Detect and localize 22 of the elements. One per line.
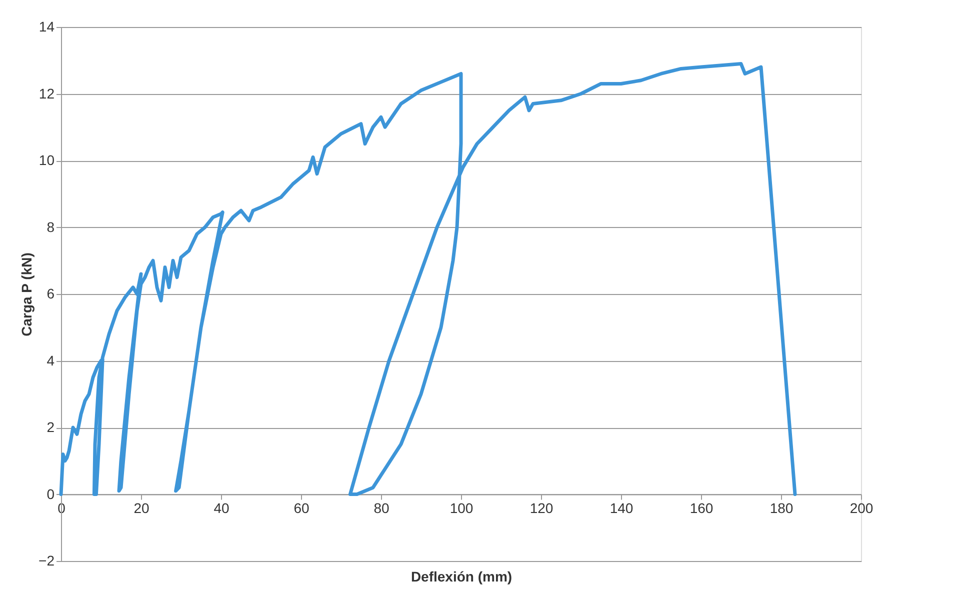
x-tick-label: 160: [690, 500, 714, 516]
x-tick-label: 60: [294, 500, 310, 516]
y-tick-label: 4: [46, 352, 55, 368]
y-tick-label: 14: [38, 18, 55, 34]
y-tick-label: 0: [46, 486, 55, 502]
y-tick-label: 10: [38, 152, 55, 168]
line-series: [59, 62, 797, 496]
y-axis-title: Carga P (kN): [18, 252, 35, 336]
x-tick-label: 140: [610, 500, 634, 516]
x-axis-title: Deflexión (mm): [410, 568, 512, 584]
y-tick-label: 12: [38, 85, 55, 102]
x-tick-label: 100: [450, 500, 474, 516]
x-tick-label: 40: [214, 500, 230, 516]
x-tick-label: 20: [134, 500, 150, 516]
x-tick-label: 80: [374, 500, 390, 516]
y-tick-label: 6: [46, 286, 55, 302]
y-tick-label: 8: [46, 218, 55, 235]
x-tick-label: 120: [530, 500, 554, 516]
y-tick-label: 2: [46, 419, 55, 435]
x-tick-label: 180: [770, 500, 794, 516]
x-tick-label: 200: [850, 500, 874, 516]
y-tick-label: −2: [38, 552, 55, 568]
